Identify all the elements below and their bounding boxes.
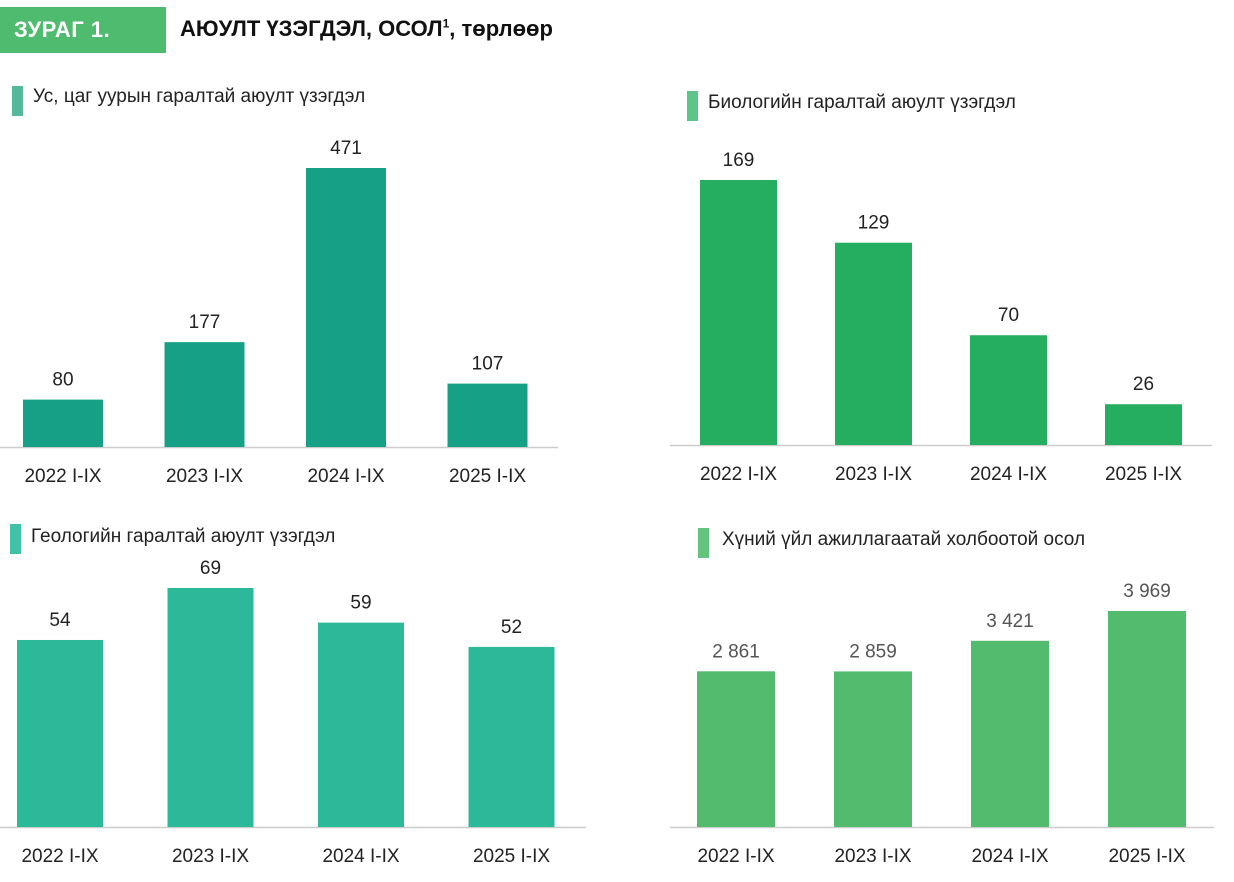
figure-title-text: АЮУЛТ ҮЗЭГДЭЛ, ОСОЛ (180, 16, 443, 41)
figure-badge: ЗУРАГ 1. (0, 7, 166, 53)
legend-marker (698, 528, 709, 558)
bar (970, 335, 1047, 445)
figure-title-footnote: 1 (442, 16, 450, 31)
figure-title-suffix: , төрлөөр (449, 16, 553, 41)
bar (17, 639, 103, 827)
data-label: 3 421 (986, 611, 1034, 632)
x-tick-label: 2022 I-IX (697, 846, 774, 867)
data-label: 70 (998, 305, 1019, 326)
x-tick-label: 2022 I-IX (21, 846, 98, 867)
legend-marker (12, 86, 23, 116)
data-label: 129 (858, 213, 890, 234)
data-label: 54 (49, 610, 71, 631)
x-tick-label: 2024 I-IX (970, 464, 1047, 485)
data-label: 52 (501, 617, 522, 638)
x-tick-label: 2025 I-IX (1105, 464, 1182, 485)
data-label: 471 (330, 138, 362, 159)
bar (835, 242, 912, 445)
bar (164, 342, 245, 447)
chart-title: Хүний үйл ажиллагаатай холбоотой осол (722, 529, 1086, 550)
x-tick-label: 2022 I-IX (700, 464, 777, 485)
bar (167, 588, 254, 827)
data-label: 2 861 (712, 641, 760, 662)
data-label: 107 (472, 354, 504, 375)
legend-marker (10, 524, 21, 554)
x-tick-label: 2024 I-IX (307, 466, 384, 487)
data-label: 26 (1133, 374, 1154, 395)
x-tick-label: 2023 I-IX (834, 846, 911, 867)
chart-title: Ус, цаг уурын гаралтай аюулт үзэгдэл (33, 86, 366, 107)
data-label: 3 969 (1123, 581, 1171, 602)
x-tick-label: 2023 I-IX (835, 464, 912, 485)
data-label: 69 (200, 558, 221, 579)
x-tick-label: 2023 I-IX (172, 846, 249, 867)
bar (468, 646, 555, 827)
x-tick-label: 2024 I-IX (322, 846, 399, 867)
bar (306, 168, 386, 447)
bar (697, 671, 775, 827)
chart-title: Геологийн гаралтай аюулт үзэгдэл (31, 526, 336, 547)
bar (1105, 404, 1182, 445)
bar (318, 622, 404, 827)
bar (1108, 611, 1186, 827)
figure-title: АЮУЛТ ҮЗЭГДЭЛ, ОСОЛ1, төрлөөр (180, 16, 553, 42)
data-label: 169 (723, 150, 755, 171)
data-label: 177 (189, 312, 221, 333)
x-tick-label: 2025 I-IX (473, 846, 550, 867)
data-label: 59 (350, 593, 371, 614)
bar (834, 671, 912, 827)
x-tick-label: 2022 I-IX (24, 466, 101, 487)
x-tick-label: 2025 I-IX (1108, 846, 1185, 867)
data-label: 80 (52, 370, 73, 391)
x-tick-label: 2023 I-IX (166, 466, 243, 487)
bar (447, 383, 528, 447)
bar (23, 399, 103, 447)
legend-marker (687, 91, 698, 121)
x-tick-label: 2025 I-IX (449, 466, 526, 487)
data-label: 2 859 (849, 641, 897, 662)
bar (700, 180, 777, 445)
x-tick-label: 2024 I-IX (971, 846, 1048, 867)
chart-title: Биологийн гаралтай аюулт үзэгдэл (708, 92, 1016, 113)
bar (971, 640, 1049, 827)
